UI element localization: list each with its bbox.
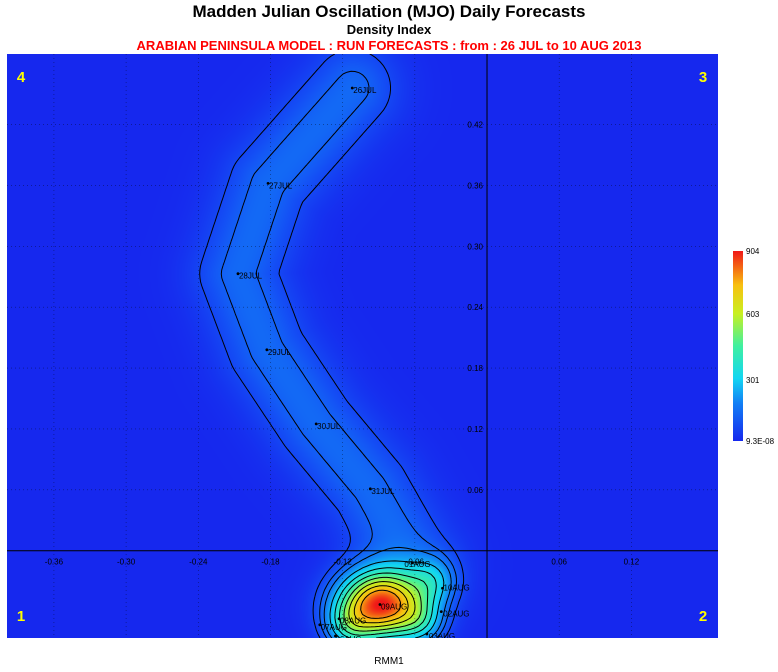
plot-overlay: -0.36 -0.30 -0.24 -0.18 -0.12 -0.06 0.06 0.12 0.… <box>7 54 718 638</box>
phase-label-1: 1 <box>17 608 25 625</box>
track-label-26jul: 26JUL <box>353 86 377 95</box>
contour-line-5 <box>334 567 437 638</box>
chart-subtitle: Density Index <box>346 22 432 37</box>
colorbar-label-1: 301 <box>746 376 760 385</box>
y-tick-label: 0.30 <box>467 242 483 251</box>
model-run-title: ARABIAN PENINSULA MODEL : RUN FORECASTS … <box>136 38 642 53</box>
track-label-09aug: 09AUG <box>381 603 407 612</box>
contour-line-7 <box>343 576 422 632</box>
colorbar <box>733 251 743 441</box>
y-tick-label: 0.36 <box>467 181 483 190</box>
track-point-27jul <box>266 181 270 185</box>
contour-line-1 <box>199 54 465 638</box>
track-point-29jul <box>265 348 269 352</box>
x-tick-label: -0.06 <box>406 558 425 567</box>
y-tick-label: 0.06 <box>467 486 483 495</box>
track-label-31jul: 31JUL <box>371 487 395 496</box>
contour-line-2 <box>220 70 457 638</box>
contour-line-3 <box>323 546 452 638</box>
y-tick-label: 0.42 <box>467 121 483 130</box>
track-point-26jul <box>350 86 354 90</box>
x-tick-label: -0.12 <box>334 558 353 567</box>
y-tick-label: 0.24 <box>467 303 483 312</box>
x-tick-label: -0.30 <box>117 558 136 567</box>
x-tick-label: 0.06 <box>551 558 567 567</box>
phase-label-2: 2 <box>699 608 707 625</box>
track-point-06aug <box>334 634 337 638</box>
colorbar-label-2: 603 <box>746 310 760 319</box>
track-point-01aug <box>411 561 414 565</box>
track-point-10aug <box>441 586 444 590</box>
track-point-02aug <box>439 610 443 614</box>
track-label-10aug: 10AUG <box>444 583 470 592</box>
chart-title: Madden Julian Oscillation (MJO) Daily Fo… <box>192 2 586 21</box>
x-tick-label: -0.18 <box>261 558 280 567</box>
track-label-07aug: 07AUG <box>321 623 347 632</box>
density-heatmap <box>7 54 718 638</box>
track-point-09aug <box>378 603 382 606</box>
colorbar-gradient <box>733 251 743 441</box>
track-label-08aug: 08AUG <box>340 617 366 626</box>
track-label-30jul: 30JUL <box>317 422 341 431</box>
contour-line-10 <box>360 589 402 619</box>
phase-label-3: 3 <box>699 69 707 86</box>
track-point-28jul <box>236 272 240 276</box>
track-point-30jul <box>314 422 318 426</box>
contour-line-6 <box>339 572 429 636</box>
x-tick-label: -0.24 <box>189 558 208 567</box>
x-tick-label: -0.36 <box>45 558 64 567</box>
y-tick-label: 0.18 <box>467 364 483 373</box>
colorbar-label-min: 9.3E-08 <box>746 437 775 446</box>
track-label-01aug: 01AUG <box>404 560 430 569</box>
x-tick-label: 0.12 <box>624 558 640 567</box>
x-axis-label: RMM1 <box>374 656 404 667</box>
track-label-29jul: 29JUL <box>268 348 292 357</box>
contour-line-9 <box>353 585 409 624</box>
track-label-06aug: 06AUG <box>335 635 361 638</box>
track-label-27jul: 27JUL <box>269 181 293 190</box>
track-label-28jul: 28JUL <box>239 272 263 281</box>
track-point-31jul <box>368 487 372 491</box>
track-label-02aug: 02AUG <box>443 610 469 619</box>
track-point-03aug <box>425 632 429 636</box>
colorbar-label-max: 904 <box>746 247 760 256</box>
plot-area: -0.36 -0.30 -0.24 -0.18 -0.12 -0.06 0.06 0.12 0.… <box>7 54 718 638</box>
phase-label-4: 4 <box>17 69 26 86</box>
track-label-03aug: 03AUG <box>429 632 455 638</box>
y-tick-label: 0.12 <box>467 425 483 434</box>
track-point-07aug <box>318 623 322 627</box>
track-point-08aug <box>337 617 341 621</box>
